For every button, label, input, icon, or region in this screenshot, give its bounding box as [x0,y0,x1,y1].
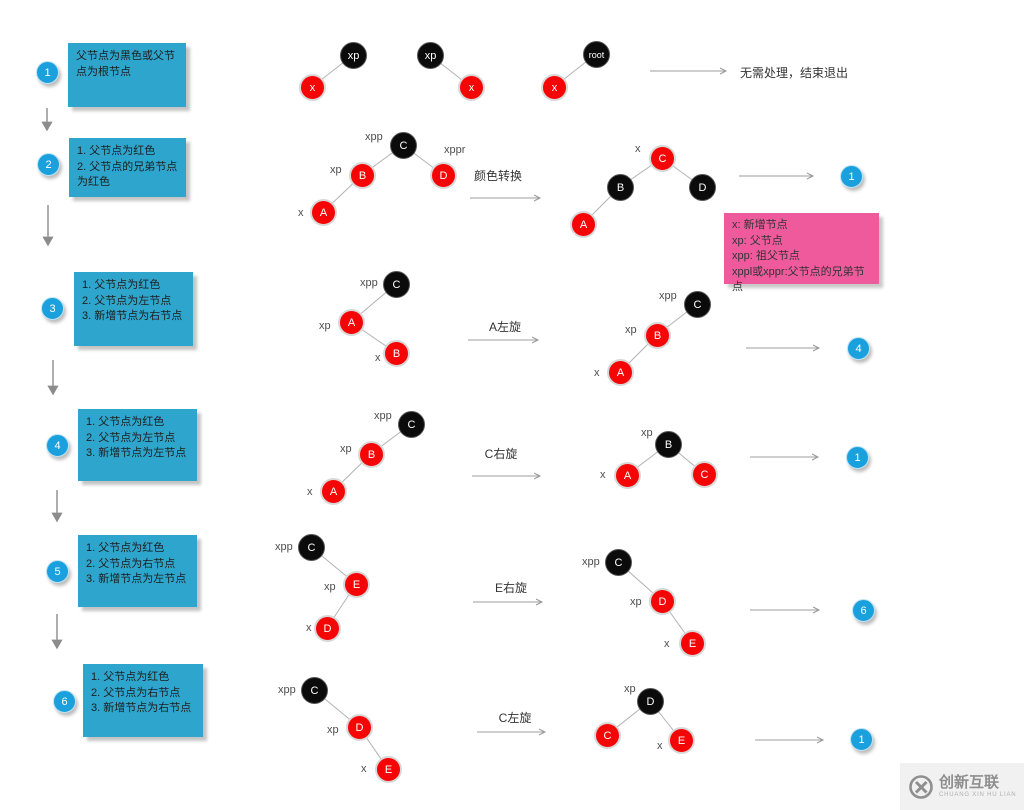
step-circle-4: 4 [46,434,69,457]
r6l-node-C: C [301,677,328,704]
r3r-node-A: A [607,359,634,386]
r2-goto-circle: 1 [840,165,863,188]
r6r-node-C: C [594,722,621,749]
r4l-node-B: B [358,441,385,468]
legend-box: x: 新增节点 xp: 父节点 xpp: 祖父节点 xppl或xppr:父节点的… [724,213,879,293]
r4r-tag-xp: xp [641,427,653,439]
r4r-tag-x: x [600,469,606,481]
logo-subtitle: CHUANG XIN HU LIAN [939,792,1017,798]
r5r-node-D: D [649,588,676,615]
r1t1-node-xp: xp [340,42,367,69]
r2l-tag-xpp: xpp [365,131,383,143]
r5l-node-C: C [298,534,325,561]
r2l-node-C: C [390,132,417,159]
step-circle-6: 6 [53,690,76,713]
r5-goto-circle: 6 [852,599,875,622]
r6l-tag-xp: xp [327,724,339,736]
r6-goto-circle: 1 [850,728,873,751]
r3-transform-label: A左旋 [488,320,521,334]
r3l-node-A: A [338,309,365,336]
step-box-1: 父节点为黑色或父节 点为根节点 [68,43,186,107]
r2r-tag-x: x [635,143,641,155]
r5-transform-label: E右旋 [494,581,527,595]
r5r-tag-xpp: xpp [582,556,600,568]
r5l-tag-x: x [306,622,312,634]
r4r-node-B: B [655,431,682,458]
r4-transform-label: C右旋 [484,447,518,461]
r2l-node-A: A [310,199,337,226]
r4l-node-C: C [398,411,425,438]
r6r-node-E: E [668,727,695,754]
r6r-tag-x: x [657,740,663,752]
r2r-node-D: D [689,174,716,201]
step-box-6: 1. 父节点为红色 2. 父节点为右节点 3. 新增节点为右节点 [83,664,203,737]
step-circle-5: 5 [46,560,69,583]
r3l-node-C: C [383,271,410,298]
step-box-4: 1. 父节点为红色 2. 父节点为左节点 3. 新增节点为左节点 [78,409,197,481]
r2-transform-label: 颜色转换 [473,169,522,183]
r2l-tag-x: x [298,207,304,219]
r6l-tag-xpp: xpp [278,684,296,696]
step-circle-3: 3 [41,297,64,320]
r6r-tag-xp: xp [624,683,636,695]
r5r-tag-xp: xp [630,596,642,608]
r3r-tag-xpp: xpp [659,290,677,302]
r1t3-node-x: x [541,74,568,101]
r6-transform-label: C左旋 [498,711,532,725]
r3r-tag-xp: xp [625,324,637,336]
r2l-tag-xppr: xppr [444,144,466,156]
r1t3-node-root: root [583,41,610,68]
r3l-tag-xp: xp [319,320,331,332]
watermark-logo: 创新互联 CHUANG XIN HU LIAN [900,763,1024,810]
row1-result-note: 无需处理，结束退出 [740,66,849,80]
step-box-2: 1. 父节点为红色 2. 父节点的兄弟节点 为红色 [69,138,186,197]
step-box-3: 1. 父节点为红色 2. 父节点为左节点 3. 新增节点为右节点 [74,272,193,346]
r6r-node-D: D [637,688,664,715]
logo-title: 创新互联 [939,774,1000,791]
r2r-node-B: B [607,174,634,201]
r3l-tag-xpp: xpp [360,277,378,289]
r2r-node-A: A [570,211,597,238]
r5r-tag-x: x [664,638,670,650]
tree-edges [310,53,705,770]
r3r-node-C: C [684,291,711,318]
r3l-tag-x: x [375,352,381,364]
logo-text: 创新互联 CHUANG XIN HU LIAN [939,775,1016,798]
r5l-tag-xp: xp [324,581,336,593]
r2l-node-B: B [349,162,376,189]
step-arrows [41,108,63,650]
r4l-tag-xpp: xpp [374,410,392,422]
logo-circle-x-icon [909,774,933,799]
r1t2-node-xp: xp [417,42,444,69]
r2r-node-C: C [649,145,676,172]
r3l-node-B: B [383,340,410,367]
r3-goto-circle: 4 [847,337,870,360]
r2l-tag-xp: xp [330,164,342,176]
r5r-node-C: C [605,549,632,576]
r5l-tag-xpp: xpp [275,541,293,553]
flow-arrows [468,67,825,744]
r1t2-node-x: x [458,74,485,101]
r2l-node-D: D [430,162,457,189]
r5r-node-E: E [679,630,706,657]
r4-goto-circle: 1 [846,446,869,469]
step-box-5: 1. 父节点为红色 2. 父节点为右节点 3. 新增节点为左节点 [78,535,197,607]
r5l-node-E: E [343,571,370,598]
r6l-tag-x: x [361,763,367,775]
r4r-node-A: A [614,462,641,489]
step-circle-1: 1 [36,61,59,84]
r5l-node-D: D [314,615,341,642]
step-circle-2: 2 [37,153,60,176]
r4r-node-C: C [691,461,718,488]
r6l-node-D: D [346,714,373,741]
r3r-node-B: B [644,322,671,349]
r4l-node-A: A [320,478,347,505]
r3r-tag-x: x [594,367,600,379]
r6l-node-E: E [375,756,402,783]
r4l-tag-x: x [307,486,313,498]
r4l-tag-xp: xp [340,443,352,455]
r1t1-node-x: x [299,74,326,101]
